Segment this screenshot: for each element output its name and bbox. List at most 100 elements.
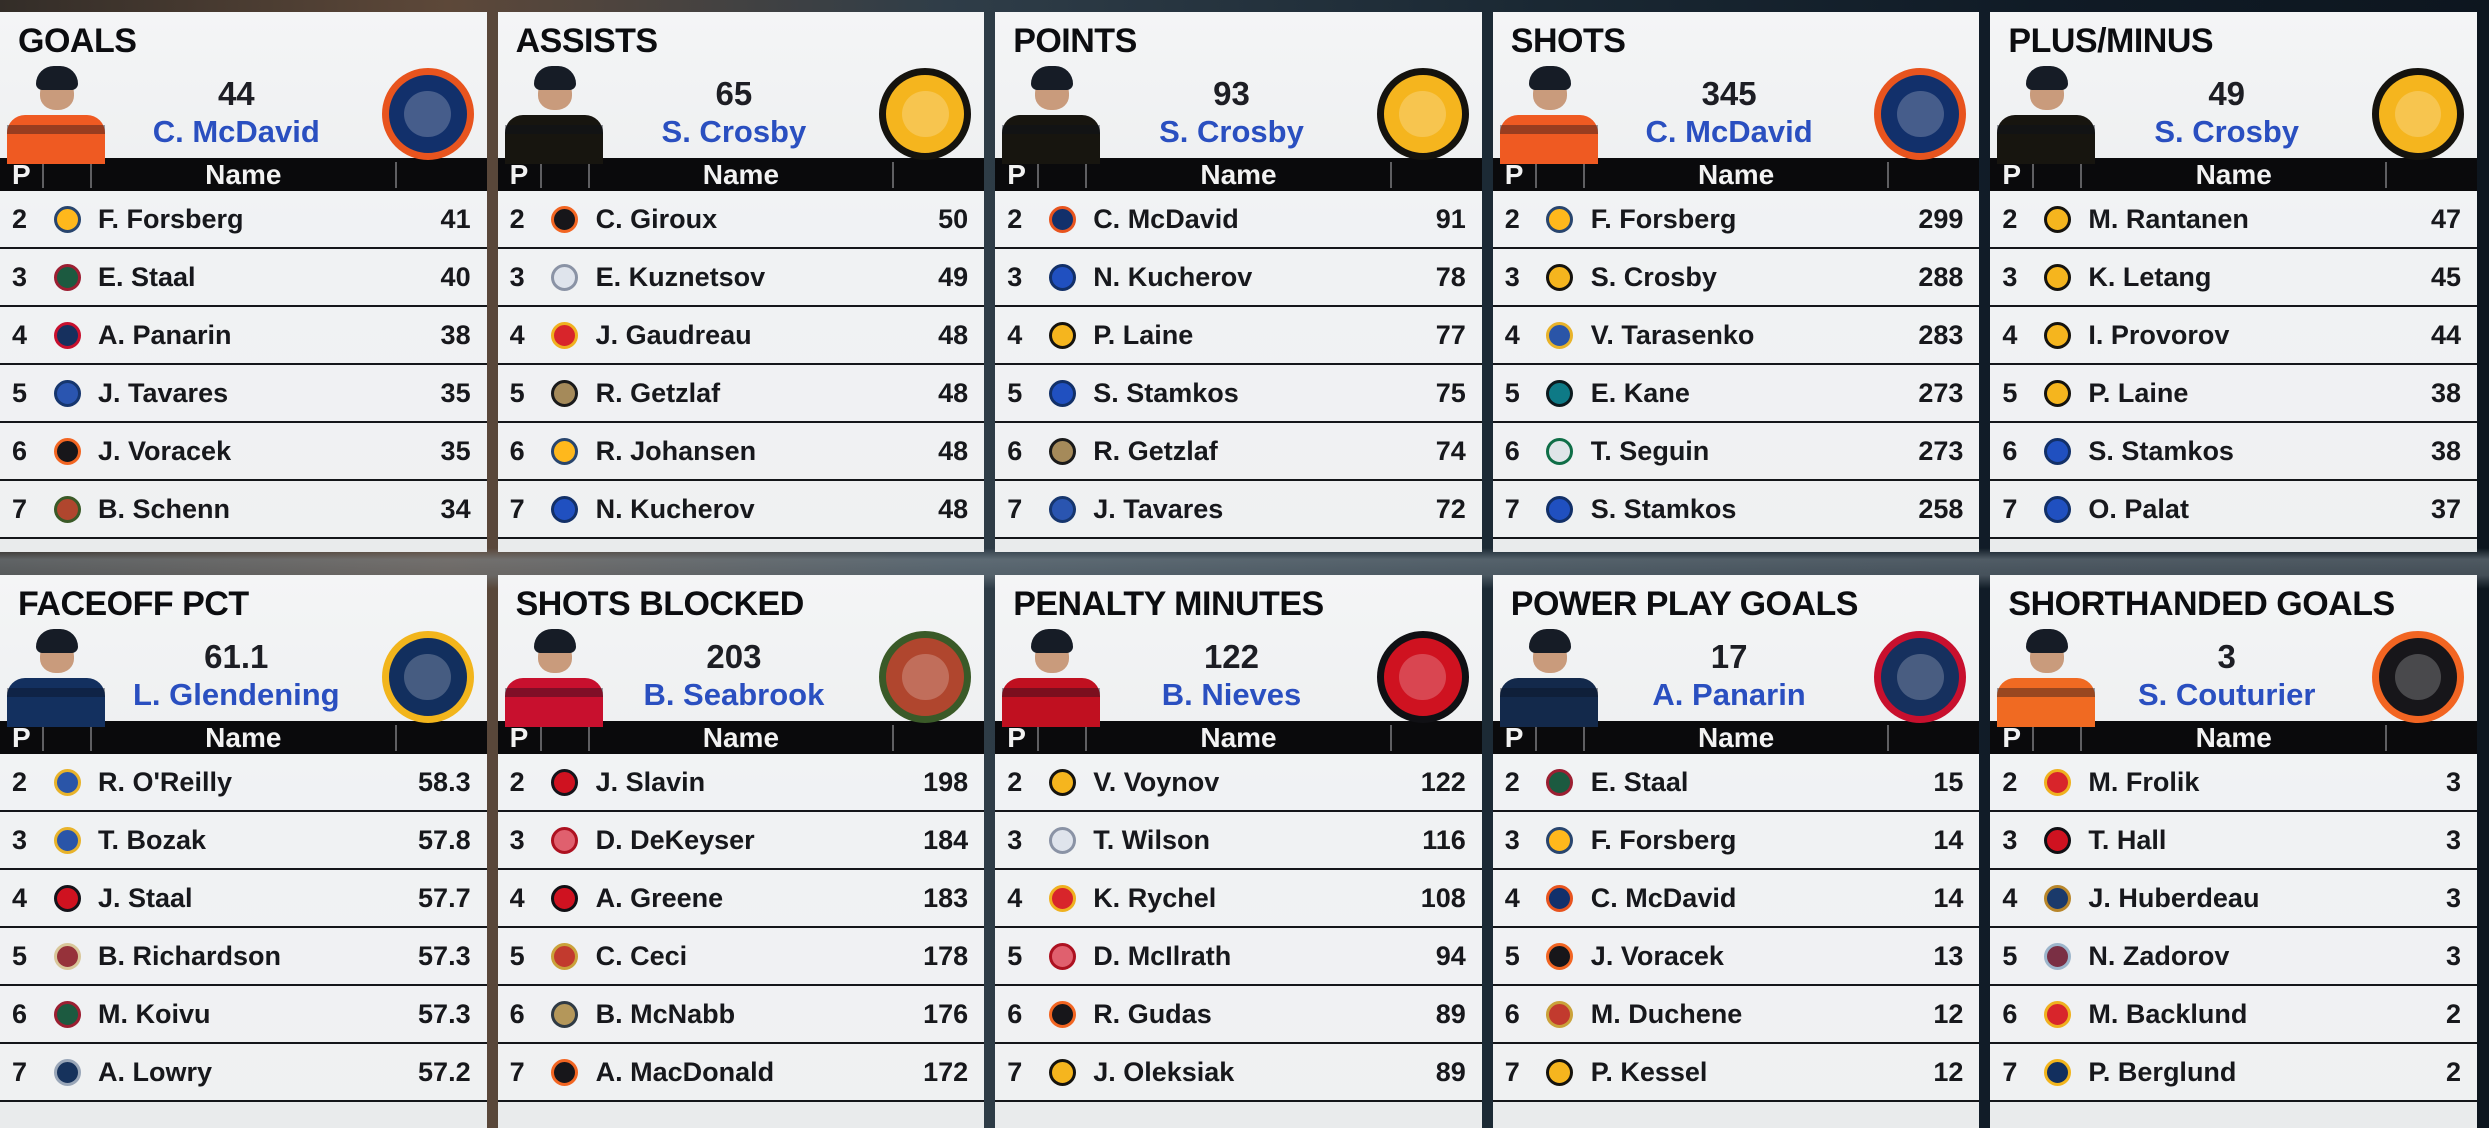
leaderboard-row[interactable]: 2 R. O'Reilly 58.3 [0,754,487,812]
leaderboard-row[interactable]: 7 A. Lowry 57.2 [0,1044,487,1102]
leaderboard-row[interactable]: 2 M. Frolik 3 [1990,754,2477,812]
leaderboard-row[interactable]: 2 C. Giroux 50 [497,191,985,249]
helmet-icon [1031,629,1074,653]
rank-cell: 2 [12,203,28,234]
rank-cell: 3 [2002,824,2018,855]
leaderboard-row[interactable]: 5 E. Kane 273 [1492,365,1980,423]
leaderboard-row[interactable]: 7 J. Tavares 72 [995,481,1482,539]
leader-info: 93 S. Crosby [1099,75,1364,152]
leaderboard-row[interactable]: 3 S. Crosby 288 [1492,249,1980,307]
team-logo-cell [542,321,588,349]
leaderboard-row[interactable]: 5 S. Stamkos 75 [995,365,1482,423]
leaderboard-row[interactable]: 3 D. DeKeyser 184 [497,812,985,870]
stat-panel-plus-minus: PLUS/MINUS 49 S. Crosby P Name 2 M. Ranta… [1990,12,2477,552]
rank-cell: 6 [12,998,28,1029]
col-header-pos: P [1990,723,2035,751]
col-header-name: Name [702,158,780,190]
leaderboard-row[interactable]: 7 N. Kucherov 48 [497,481,985,539]
leaderboard-row[interactable]: 6 R. Johansen 48 [497,423,985,481]
leaderboard-row[interactable]: 3 K. Letang 45 [1990,249,2477,307]
team-logo-cell [1039,884,1085,912]
leaderboard-row[interactable]: 5 D. McIlrath 94 [995,928,1482,986]
leaderboard-row[interactable]: 7 P. Berglund 2 [1990,1044,2477,1102]
leaderboard-row[interactable]: 5 B. Richardson 57.3 [0,928,487,986]
leaderboard-row[interactable]: 6 M. Duchene 12 [1492,986,1980,1044]
team-logo-cell [1537,884,1583,912]
leaderboard-row[interactable]: 3 T. Hall 3 [1990,812,2477,870]
leaderboard-row[interactable]: 4 C. McDavid 14 [1492,870,1980,928]
leaderboard-row[interactable]: 5 P. Laine 38 [1990,365,2477,423]
leader-card[interactable]: 65 S. Crosby [498,64,985,164]
leader-card[interactable]: 203 B. Seabrook [498,627,985,727]
leaderboard-row[interactable]: 5 J. Voracek 13 [1492,928,1980,986]
team-logo-pit [2043,205,2071,233]
leaderboard-row[interactable]: 3 F. Forsberg 14 [1492,812,1980,870]
leaderboard-row[interactable]: 6 S. Stamkos 38 [1990,423,2477,481]
leaderboard-row[interactable]: 4 V. Tarasenko 283 [1492,307,1980,365]
rank-cell: 3 [2002,261,2018,292]
leaderboard-row[interactable]: 4 A. Greene 183 [497,870,985,928]
leaderboard-row[interactable]: 6 R. Gudas 89 [995,986,1482,1044]
rank-cell: 4 [1504,882,1520,913]
leaderboard-row[interactable]: 2 F. Forsberg 41 [0,191,487,249]
leaderboard-row[interactable]: 3 E. Kuznetsov 49 [497,249,985,307]
leaderboard-row[interactable]: 5 J. Tavares 35 [0,365,487,423]
rank-cell: 4 [1007,319,1023,350]
leaderboard-row[interactable]: 7 O. Palat 37 [1990,481,2477,539]
leaderboard-row[interactable]: 6 R. Getzlaf 74 [995,423,1482,481]
stat-value: 37 [2430,493,2461,524]
leaderboard-row[interactable]: 7 P. Kessel 12 [1492,1044,1980,1102]
leaderboard-row[interactable]: 2 F. Forsberg 299 [1492,191,1980,249]
stat-value: 14 [1933,824,1964,855]
leaderboard-row[interactable]: 6 T. Seguin 273 [1492,423,1980,481]
leader-card[interactable]: 44 C. McDavid [0,64,487,164]
leaderboard-row[interactable]: 4 J. Gaudreau 48 [497,307,985,365]
player-name: M. Koivu [98,998,211,1029]
leaderboard-row[interactable]: 6 J. Voracek 35 [0,423,487,481]
leaderboard-row[interactable]: 4 P. Laine 77 [995,307,1482,365]
team-logo-min [1546,768,1574,796]
leader-card[interactable]: 49 S. Crosby [1990,64,2477,164]
stat-value: 183 [923,882,969,913]
leaderboard-row[interactable]: 5 R. Getzlaf 48 [497,365,985,423]
leaderboard-row[interactable]: 4 K. Rychel 108 [995,870,1482,928]
leader-name: B. Nieves [1161,677,1302,713]
leaderboard-row[interactable]: 2 E. Staal 15 [1492,754,1980,812]
team-logo-ott [1546,1000,1574,1028]
team-logo-tbl [551,495,579,523]
leaderboard-row[interactable]: 6 M. Koivu 57.3 [0,986,487,1044]
leaderboard-row[interactable]: 3 T. Wilson 116 [995,812,1482,870]
leaderboard-row[interactable]: 2 M. Rantanen 47 [1990,191,2477,249]
leaderboard-row[interactable]: 6 B. McNabb 176 [497,986,985,1044]
leader-card[interactable]: 345 C. McDavid [1493,64,1980,164]
avatar-jersey-stripe [7,125,105,134]
leaderboard-row[interactable]: 7 A. MacDonald 172 [497,1044,985,1102]
leaderboard-row[interactable]: 7 S. Stamkos 258 [1492,481,1980,539]
leaderboard-row[interactable]: 4 I. Provorov 44 [1990,307,2477,365]
team-logo-cell [1039,768,1085,796]
leader-card[interactable]: 122 B. Nieves [995,627,1482,727]
leader-card[interactable]: 17 A. Panarin [1493,627,1980,727]
leader-card[interactable]: 93 S. Crosby [995,64,1482,164]
leaderboard-row[interactable]: 2 C. McDavid 91 [995,191,1482,249]
leaderboard-row[interactable]: 4 A. Panarin 38 [0,307,487,365]
leaderboard-row[interactable]: 7 B. Schenn 34 [0,481,487,539]
leader-card[interactable]: 61.1 L. Glendening [0,627,487,727]
leaderboard-row[interactable]: 5 N. Zadorov 3 [1990,928,2477,986]
team-logo-cell [542,205,588,233]
player-name: K. Letang [2088,261,2212,292]
avatar-jersey [7,115,105,164]
leaderboard-row[interactable]: 4 J. Huberdeau 3 [1990,870,2477,928]
leaderboard-row[interactable]: 3 T. Bozak 57.8 [0,812,487,870]
leaderboard-row[interactable]: 6 M. Backlund 2 [1990,986,2477,1044]
team-logo-nsh [53,205,81,233]
leaderboard-row[interactable]: 3 E. Staal 40 [0,249,487,307]
stat-panel-assists: ASSISTS 65 S. Crosby P Name 2 C. Giroux 50… [497,12,985,552]
leaderboard-row[interactable]: 3 N. Kucherov 78 [995,249,1482,307]
leaderboard-row[interactable]: 2 J. Slavin 198 [497,754,985,812]
leaderboard-row[interactable]: 5 C. Ceci 178 [497,928,985,986]
leaderboard-row[interactable]: 7 J. Oleksiak 89 [995,1044,1482,1102]
leaderboard-row[interactable]: 4 J. Staal 57.7 [0,870,487,928]
leaderboard-row[interactable]: 2 V. Voynov 122 [995,754,1482,812]
leader-card[interactable]: 3 S. Couturier [1990,627,2477,727]
